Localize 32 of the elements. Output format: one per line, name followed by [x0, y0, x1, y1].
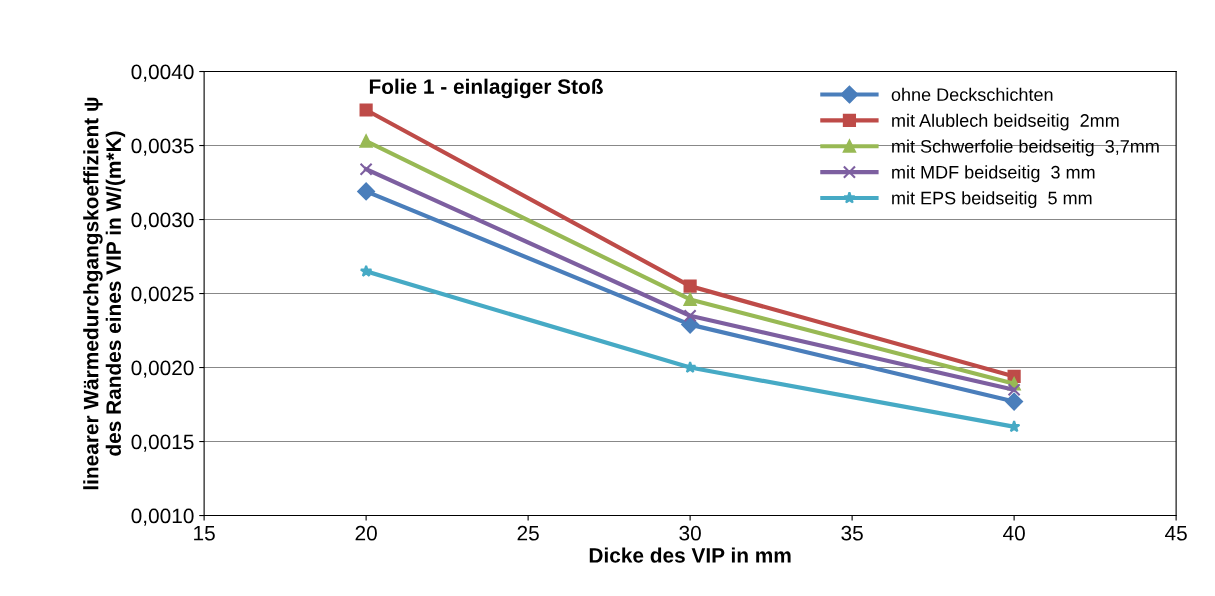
y-tick-label: 0,0035: [131, 138, 194, 156]
x-tick-label: 45: [1165, 526, 1187, 541]
y-axis-title: linearer Wärmedurchgangskoeffizient ψ des Randes eines VIP in W/(m*K): [83, 97, 126, 490]
point: [683, 292, 697, 307]
point: [1005, 392, 1024, 411]
y-tick-label: 0,0020: [131, 360, 194, 378]
point: [683, 279, 697, 293]
x-tick-label: 30: [679, 525, 701, 541]
legend-label: mit EPS beidseitig 5 mm: [892, 191, 1092, 209]
chart-title: Folie 1 - einlagiger Stoß: [369, 78, 603, 99]
x-axis-title: Dicke des VIP in mm: [589, 547, 791, 563]
point: [683, 309, 697, 323]
legend-label: mit Alublech beidseitig 2mm: [892, 113, 1119, 131]
x-tick-label: 20: [355, 525, 377, 541]
point: [359, 134, 373, 148]
point: [359, 162, 373, 176]
point: [359, 103, 373, 117]
legend-label: ohne Deckschichten: [891, 87, 1053, 102]
y-tick-label: 0,0015: [131, 434, 194, 452]
x-tick-label: 25: [517, 525, 539, 541]
x-tick-label: 35: [841, 525, 863, 541]
x-tick-label: 40: [1003, 525, 1025, 541]
x-tick-label: 15: [194, 526, 215, 541]
point: [359, 264, 373, 277]
y-tick-label: 0,0010: [131, 508, 194, 526]
y-tick-label: 0,0040: [131, 64, 194, 82]
point: [1007, 383, 1021, 397]
y-tick-label: 0,0030: [131, 212, 194, 230]
legend-label: mit MDF beidseitig 3 mm: [892, 165, 1095, 183]
legend-label: mit Schwerfolie beidseitig 3,7mm: [892, 139, 1159, 157]
y-tick-label: 0,0025: [131, 286, 194, 304]
point: [357, 182, 376, 201]
